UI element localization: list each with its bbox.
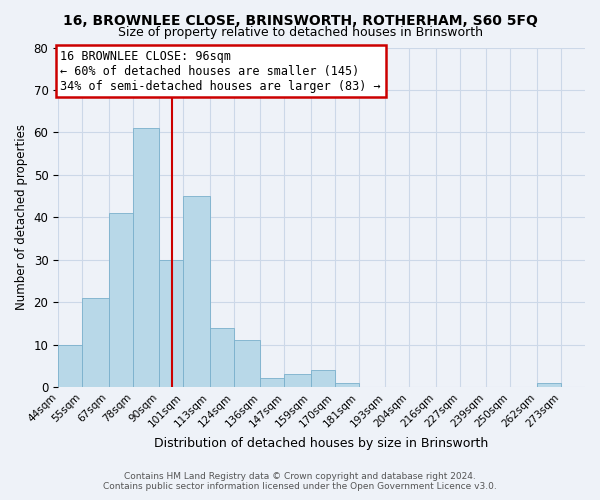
Bar — [537, 382, 561, 387]
Bar — [284, 374, 311, 387]
Text: Size of property relative to detached houses in Brinsworth: Size of property relative to detached ho… — [118, 26, 482, 39]
Bar — [109, 213, 133, 387]
Bar — [159, 260, 183, 387]
Text: Contains HM Land Registry data © Crown copyright and database right 2024.
Contai: Contains HM Land Registry data © Crown c… — [103, 472, 497, 491]
Bar — [133, 128, 159, 387]
X-axis label: Distribution of detached houses by size in Brinsworth: Distribution of detached houses by size … — [154, 437, 489, 450]
Bar — [260, 378, 284, 387]
Bar — [311, 370, 335, 387]
Bar — [183, 196, 209, 387]
Y-axis label: Number of detached properties: Number of detached properties — [15, 124, 28, 310]
Bar — [234, 340, 260, 387]
Bar — [58, 344, 82, 387]
Bar — [82, 298, 109, 387]
Bar — [209, 328, 234, 387]
Text: 16 BROWNLEE CLOSE: 96sqm
← 60% of detached houses are smaller (145)
34% of semi-: 16 BROWNLEE CLOSE: 96sqm ← 60% of detach… — [61, 50, 381, 92]
Bar — [335, 382, 359, 387]
Text: 16, BROWNLEE CLOSE, BRINSWORTH, ROTHERHAM, S60 5FQ: 16, BROWNLEE CLOSE, BRINSWORTH, ROTHERHA… — [62, 14, 538, 28]
